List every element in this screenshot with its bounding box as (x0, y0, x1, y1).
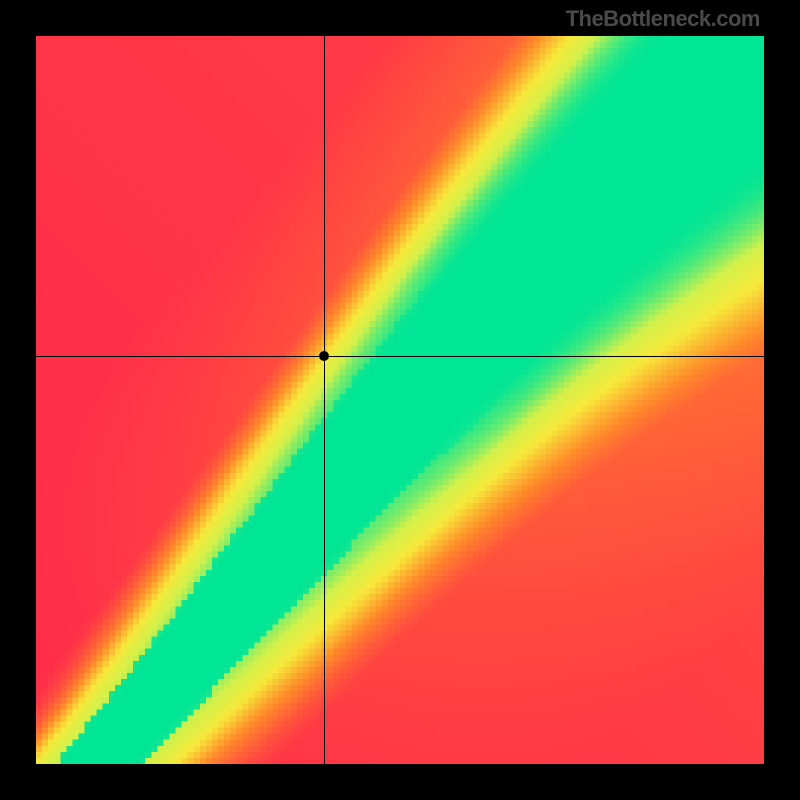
heatmap-canvas (36, 36, 764, 764)
crosshair-vertical (324, 36, 325, 764)
crosshair-horizontal (36, 356, 764, 357)
watermark-text: TheBottleneck.com (566, 6, 760, 32)
data-point-marker (319, 351, 329, 361)
chart-container: TheBottleneck.com (0, 0, 800, 800)
